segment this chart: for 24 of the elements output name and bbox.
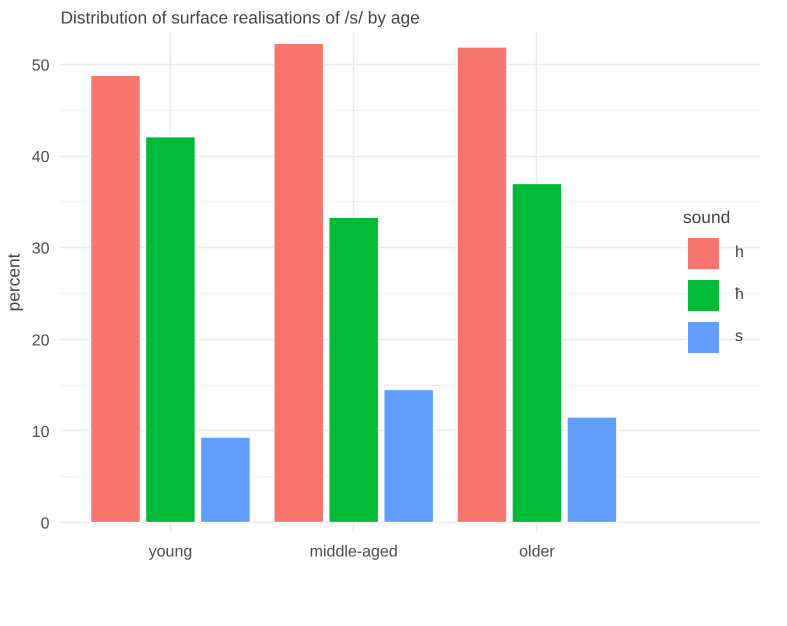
bar <box>200 436 251 523</box>
legend-label: h <box>735 244 745 262</box>
y-axis-title: percent <box>4 253 24 312</box>
bar <box>456 46 508 523</box>
y-tick-label: 40 <box>32 149 50 166</box>
legend-label: ħ <box>735 286 745 304</box>
x-tick-label: older <box>519 544 556 560</box>
y-tick-label: 10 <box>32 424 50 441</box>
legend-title: sound <box>683 207 732 228</box>
bar <box>90 75 141 523</box>
y-tick-label: 30 <box>32 240 50 258</box>
bar <box>512 183 562 523</box>
bar <box>566 416 618 523</box>
bar <box>383 389 434 523</box>
bar <box>145 136 196 523</box>
x-tick-label: young <box>148 544 192 560</box>
x-tick-label: middle-aged <box>310 544 398 560</box>
chart-title: Distribution of surface realisations of /s/ by age <box>60 8 420 28</box>
y-tick-label: 20 <box>32 332 50 350</box>
legend-label: s <box>735 328 744 346</box>
y-tick-label: 50 <box>32 58 50 75</box>
y-tick-label: 0 <box>40 515 50 532</box>
bar <box>328 216 379 523</box>
bar <box>273 42 324 523</box>
